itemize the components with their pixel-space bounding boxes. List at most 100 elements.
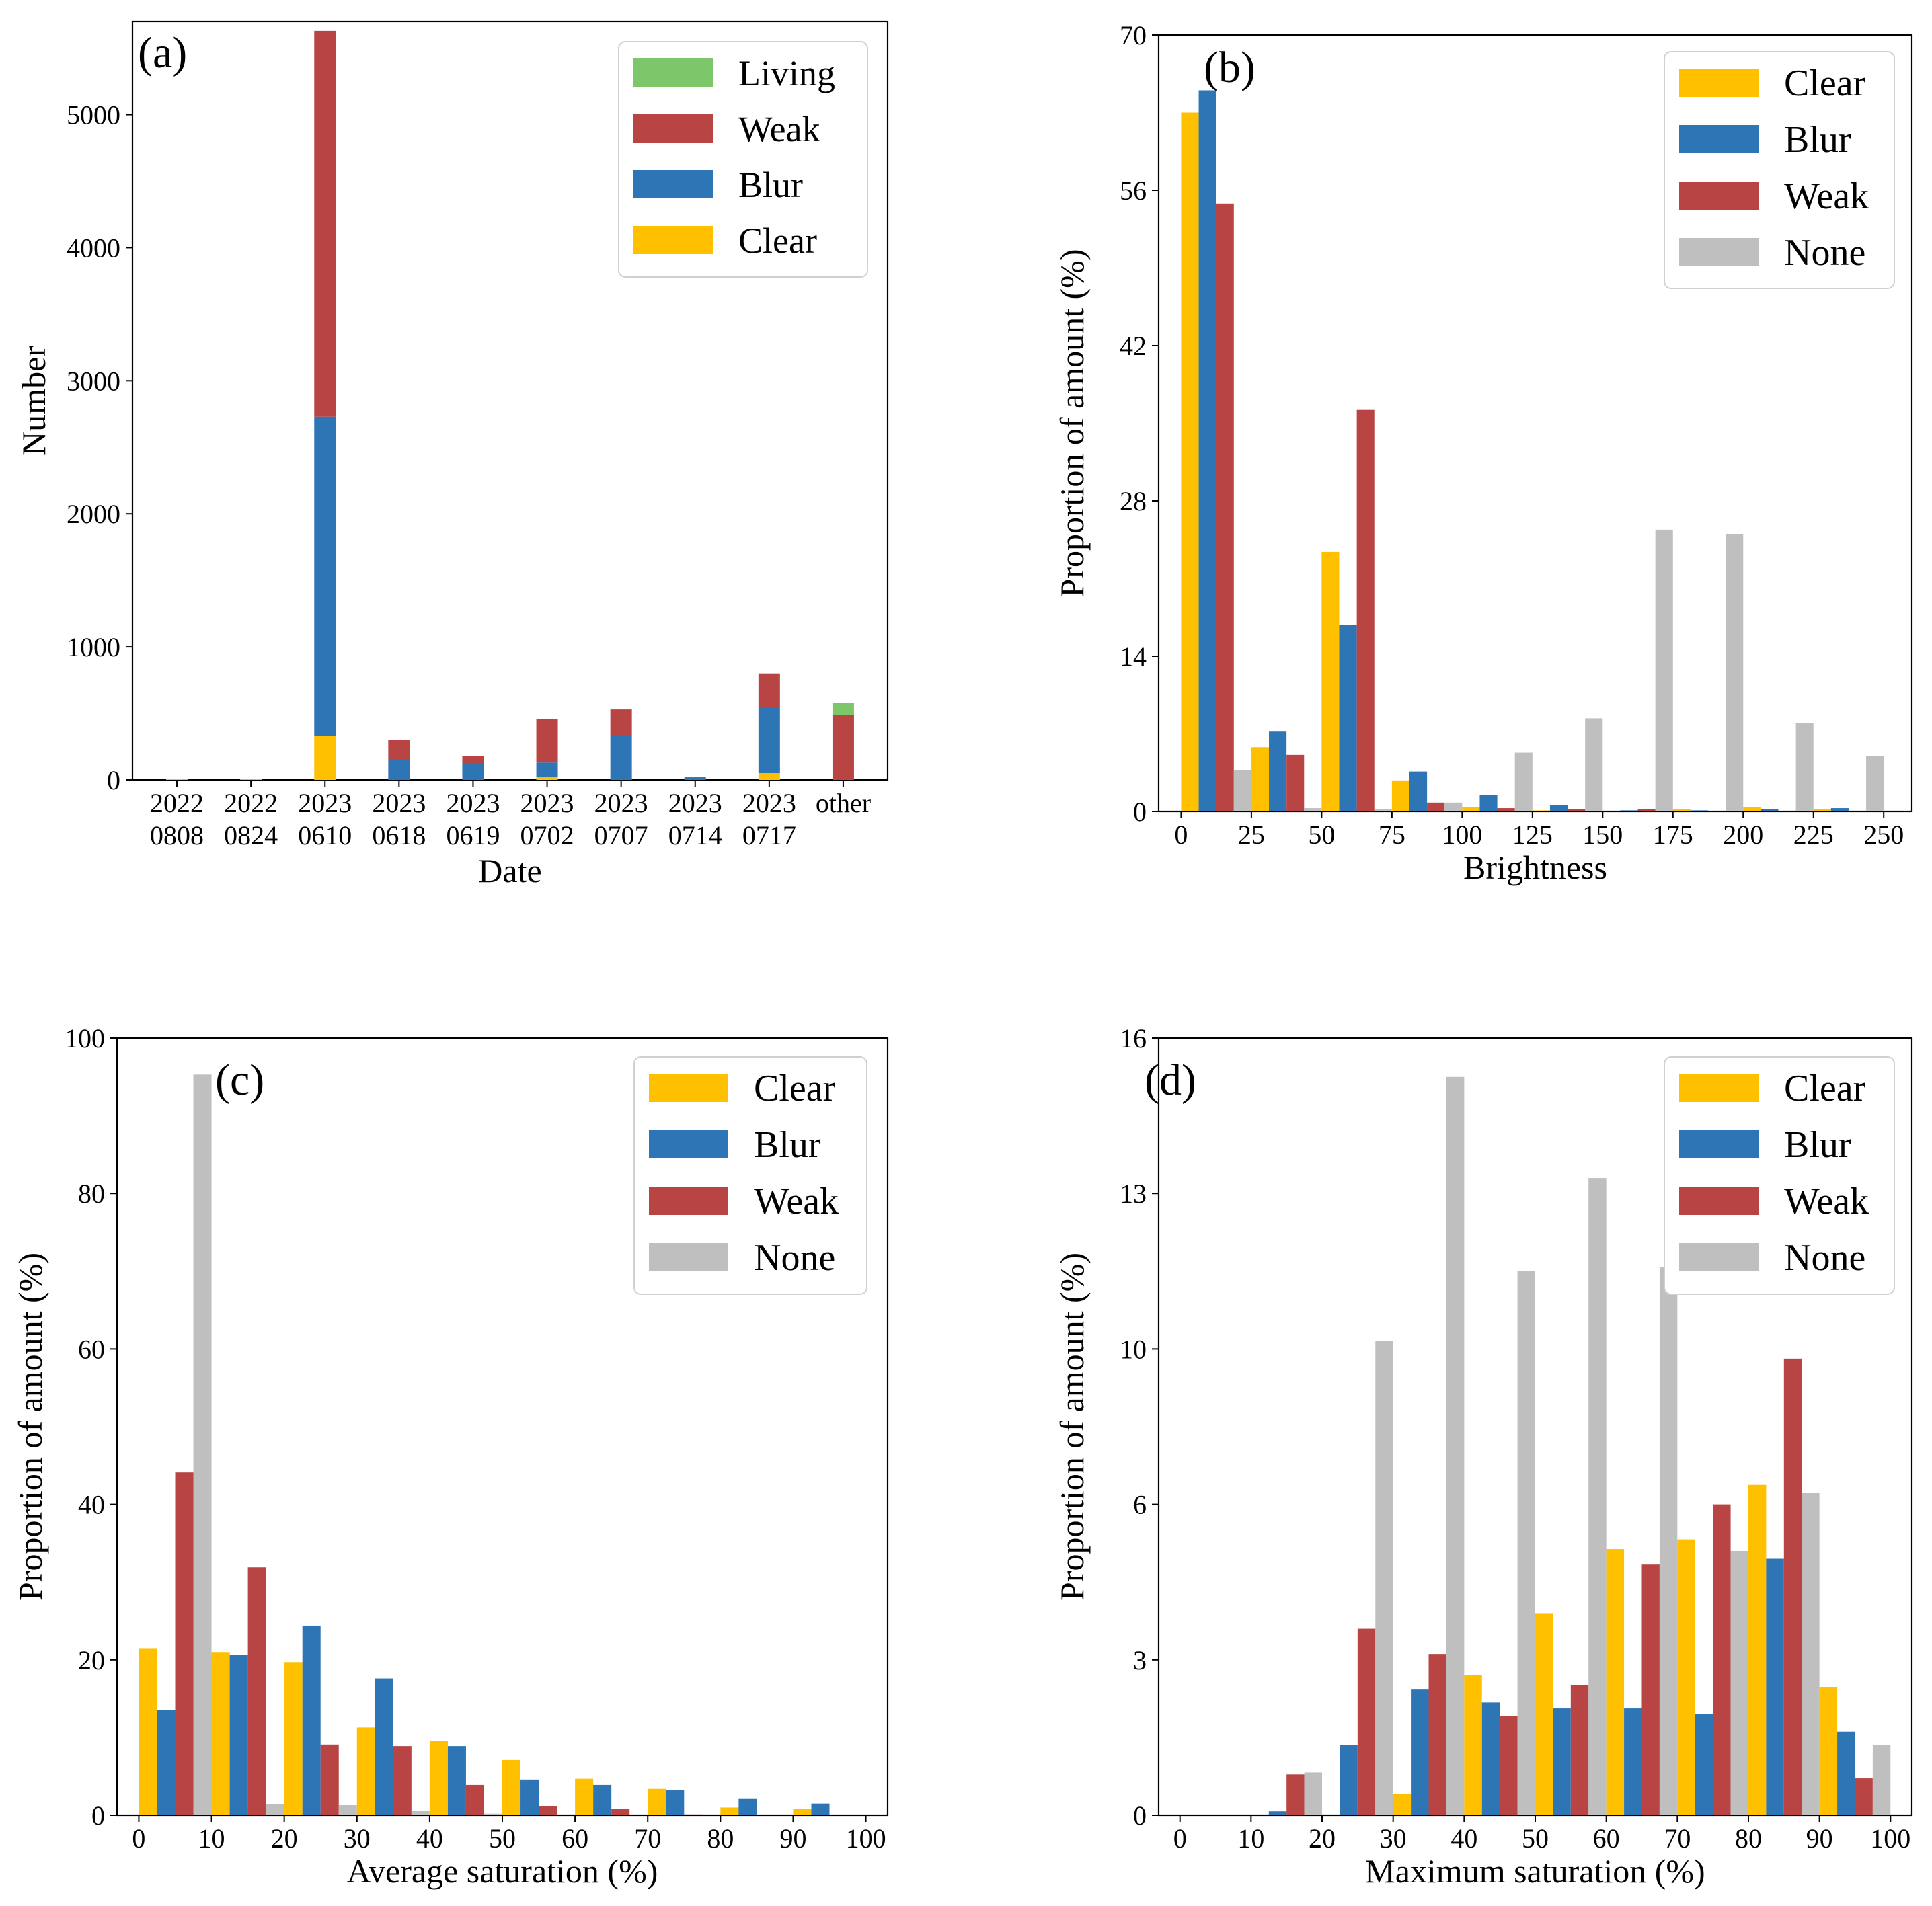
- x-axis-label: Date: [478, 852, 541, 889]
- bar-clear-20220808: [166, 779, 188, 780]
- x-tick-label: 70: [634, 1823, 661, 1854]
- legend-swatch-clear: [1679, 69, 1759, 97]
- legend-label-clear: Clear: [1784, 1068, 1866, 1109]
- legend: Clear Blur Weak None: [1664, 1056, 1895, 1295]
- bar-clear-80: [720, 1807, 739, 1815]
- x-tick-label: 50: [489, 1823, 516, 1854]
- bar-weak-20: [320, 1744, 339, 1815]
- legend-swatch-none: [1679, 1243, 1759, 1271]
- legend-label-none: None: [754, 1237, 835, 1279]
- x-tick-label: 2023: [742, 788, 796, 818]
- x-tick-label: 100: [1870, 1823, 1910, 1854]
- x-tick-label: 50: [1308, 820, 1335, 850]
- x-tick-label: 2023: [668, 788, 722, 818]
- x-tick-label: 75: [1379, 820, 1405, 850]
- x-tick-label: 50: [1522, 1823, 1549, 1854]
- bar-blur-20230717: [758, 707, 780, 774]
- bar-blur-20230610: [314, 416, 336, 736]
- bar-blur-25: [1269, 731, 1287, 811]
- bar-clear-20230717: [758, 773, 780, 780]
- bar-weak-90: [1855, 1778, 1873, 1815]
- x-tick-label: 2023: [298, 788, 352, 818]
- bar-clear-20230610: [314, 736, 336, 780]
- bar-clear-70: [1677, 1539, 1695, 1815]
- bar-none-0: [193, 1074, 212, 1815]
- bar-blur-0: [157, 1710, 176, 1815]
- bar-clear-20220824: [240, 779, 262, 780]
- bar-none-10: [266, 1804, 284, 1815]
- y-tick-label: 80: [78, 1179, 105, 1209]
- x-tick-label: 0618: [372, 820, 426, 850]
- x-tick-label: 150: [1582, 820, 1623, 850]
- x-tick-label: 25: [1238, 820, 1265, 850]
- bar-clear-80: [1748, 1484, 1767, 1815]
- y-tick-label: 6: [1133, 1490, 1147, 1520]
- legend-swatch-blur: [649, 1130, 728, 1158]
- bar-weak-20230610: [314, 30, 336, 417]
- bar-blur-50: [520, 1779, 539, 1815]
- x-tick-label: 2023: [446, 788, 500, 818]
- y-tick-label: 40: [78, 1490, 105, 1520]
- x-tick-label: 20: [271, 1823, 298, 1854]
- bar-none-60: [1659, 1267, 1678, 1815]
- legend-swatch-weak: [633, 114, 713, 143]
- y-tick-label: 0: [91, 1800, 105, 1831]
- legend-label-clear: Clear: [1784, 63, 1866, 104]
- bar-blur-10: [1268, 1811, 1287, 1815]
- x-tick-label: 100: [846, 1823, 886, 1854]
- legend-label-none: None: [1784, 1237, 1865, 1279]
- x-tick-label: 60: [1593, 1823, 1620, 1854]
- bar-blur-60: [1624, 1708, 1642, 1815]
- x-tick-label: 0: [1174, 820, 1188, 850]
- bar-weak-50: [539, 1806, 557, 1815]
- x-tick-label: 0610: [298, 820, 352, 850]
- bar-none-75: [1444, 802, 1463, 811]
- plot-frame: [131, 20, 889, 781]
- bar-blur-20230707: [610, 736, 632, 780]
- legend-swatch-none: [1679, 238, 1759, 266]
- bar-blur-30: [1411, 1689, 1429, 1815]
- bar-clear-200: [1743, 807, 1761, 811]
- bar-blur-20230702: [536, 762, 558, 778]
- x-tick-label: 60: [562, 1823, 588, 1854]
- x-tick-label: 0702: [520, 820, 574, 850]
- bar-none-40: [484, 1813, 502, 1815]
- bar-weak-150: [1637, 809, 1656, 811]
- bar-blur-20230618: [388, 760, 410, 780]
- bar-weak-30: [1428, 1654, 1446, 1815]
- bar-clear-30: [1393, 1794, 1412, 1815]
- legend-swatch-none: [649, 1243, 728, 1271]
- bar-none-100: [1514, 752, 1533, 811]
- bar-clear-90: [793, 1809, 812, 1815]
- bar-blur-40: [1481, 1702, 1500, 1815]
- y-tick-label: 1000: [67, 632, 120, 662]
- bar-clear-25: [1251, 747, 1270, 811]
- x-tick-label: 0717: [742, 820, 796, 850]
- x-tick-label: 70: [1664, 1823, 1691, 1854]
- bar-blur-75: [1409, 771, 1428, 811]
- y-tick-label: 56: [1120, 175, 1147, 206]
- x-axis-label: Maximum saturation (%): [1365, 1852, 1705, 1890]
- bar-blur-60: [593, 1784, 612, 1815]
- bar-weak-60: [1641, 1564, 1660, 1815]
- x-tick-label: 2023: [520, 788, 574, 818]
- x-tick-label: 0619: [446, 820, 500, 850]
- x-tick-label: 175: [1653, 820, 1693, 850]
- bar-none-20: [1375, 1341, 1393, 1815]
- bar-blur-80: [1766, 1558, 1784, 1815]
- y-axis-label: Proportion of amount (%): [11, 1253, 49, 1601]
- bar-weak-100: [1497, 808, 1515, 811]
- legend-frame: [1664, 1056, 1895, 1295]
- bar-clear-175: [1672, 809, 1691, 811]
- y-tick-label: 0: [107, 765, 120, 795]
- x-tick-label: 10: [1237, 1823, 1264, 1854]
- x-tick-label: 0707: [594, 820, 648, 850]
- bar-blur-80: [738, 1798, 757, 1815]
- bar-clear-40: [1464, 1675, 1482, 1815]
- bar-clear-40: [429, 1741, 448, 1815]
- x-tick-label: 90: [1806, 1823, 1833, 1854]
- x-tick-label: 80: [707, 1823, 734, 1854]
- bar-blur-20: [1340, 1745, 1358, 1815]
- y-tick-label: 60: [78, 1334, 105, 1364]
